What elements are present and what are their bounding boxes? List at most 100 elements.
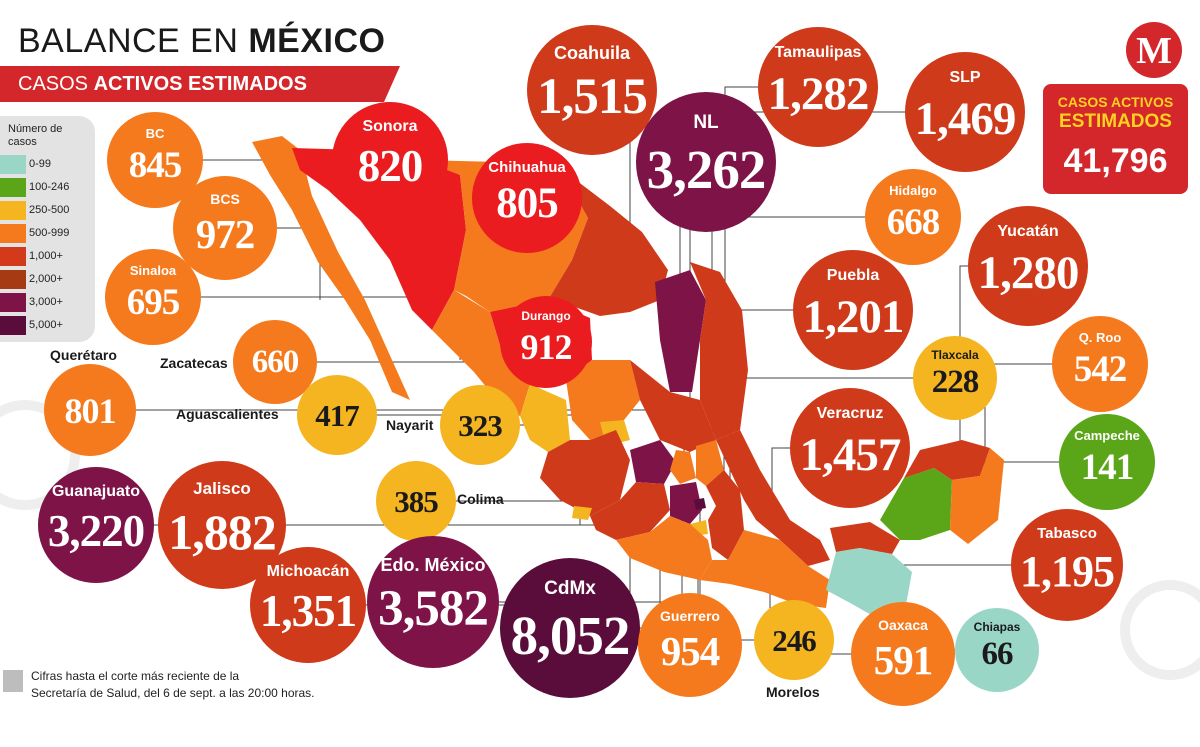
state-name: Oaxaca — [878, 617, 928, 633]
state-name: CdMx — [544, 578, 596, 599]
state-value: 972 — [195, 211, 256, 257]
state-value: 417 — [315, 398, 360, 433]
state-name: BCS — [210, 191, 240, 207]
legend-label: 500-999 — [29, 227, 70, 239]
total-value: 41,796 — [1063, 142, 1168, 180]
state-name: Colima — [457, 491, 504, 507]
region-tabasco — [830, 522, 900, 554]
state-name: Yucatán — [997, 223, 1059, 240]
region-veracruz — [716, 430, 830, 566]
total-label-line2: ESTIMADOS — [1059, 111, 1172, 132]
state-value: 1,515 — [537, 69, 648, 125]
footnote-line1: Cifras hasta el corte más reciente de la — [31, 669, 240, 683]
state-value: 695 — [126, 282, 181, 323]
state-name: Guerrero — [660, 608, 720, 624]
state-value: 385 — [394, 484, 439, 519]
state-name: Guanajuato — [51, 483, 140, 500]
region-quintana-roo — [950, 448, 1004, 544]
state-name: Michoacán — [266, 563, 350, 580]
state-value: 845 — [128, 145, 183, 186]
state-bubble: Sonora 820 — [332, 102, 448, 218]
state-value: 246 — [772, 623, 817, 658]
legend-swatch — [0, 316, 26, 335]
logo-letter: M — [1136, 30, 1172, 72]
state-bubble: Hidalgo 668 — [865, 169, 961, 265]
legend-swatch — [0, 224, 26, 243]
state-bubble: Guerrero 954 — [638, 593, 742, 697]
legend-item: 1,000+ — [0, 247, 92, 266]
state-bubble: Coahuila 1,515 — [527, 25, 657, 155]
region-cdmx — [694, 498, 706, 510]
legend-label: 250-500 — [29, 204, 70, 216]
virus-decoration-icon — [1120, 580, 1200, 680]
region-zacatecas — [566, 360, 640, 440]
state-value: 801 — [64, 391, 117, 431]
state-name: Querétaro — [50, 347, 117, 363]
legend-item: 2,000+ — [0, 270, 92, 289]
state-name: Durango — [521, 309, 571, 323]
legend-swatch — [0, 247, 26, 266]
region-puebla — [706, 470, 744, 560]
footnote-line2: Secretaría de Salud, del 6 de sept. a la… — [31, 686, 315, 700]
state-name: BC — [145, 126, 165, 141]
state-bubble: Puebla 1,201 — [793, 250, 913, 370]
state-name: Morelos — [766, 684, 820, 700]
state-name: Chihuahua — [488, 159, 566, 176]
legend-label: 0-99 — [29, 158, 52, 170]
legend-label: 2,000+ — [29, 273, 63, 285]
subtitle-banner: CASOS ACTIVOS ESTIMADOS — [0, 66, 400, 102]
state-value: 3,262 — [646, 139, 767, 200]
milenio-logo: M — [1126, 22, 1182, 78]
state-value: 1,882 — [168, 504, 277, 560]
state-bubble: Durango 912 — [500, 296, 592, 388]
region-oaxaca — [700, 530, 830, 608]
state-bubble: Yucatán 1,280 — [968, 206, 1088, 326]
legend-item: 500-999 — [0, 224, 92, 243]
region-coahuila — [548, 168, 668, 316]
state-bubble: Chiapas 66 — [955, 608, 1039, 692]
state-name: Aguascalientes — [176, 406, 279, 422]
state-bubble: 801 — [44, 364, 136, 456]
state-bubble: Oaxaca 591 — [851, 602, 955, 706]
state-name: Jalisco — [193, 479, 251, 498]
state-name: Tlaxcala — [931, 348, 979, 362]
region-hidalgo — [696, 440, 724, 486]
state-value: 1,351 — [259, 586, 357, 636]
state-bubble: Chihuahua 805 — [472, 143, 582, 253]
legend-swatch — [0, 155, 26, 174]
state-value: 3,582 — [378, 581, 489, 637]
state-name: SLP — [949, 69, 981, 86]
state-bubble: Campeche 141 — [1059, 414, 1155, 510]
state-value: 954 — [660, 628, 721, 674]
state-value: 820 — [357, 141, 424, 191]
state-name: Veracruz — [816, 405, 884, 422]
state-bubble: BC 845 — [107, 112, 203, 208]
state-bubble: Q. Roo 542 — [1052, 316, 1148, 412]
state-bubble: Tlaxcala 228 — [913, 336, 997, 420]
legend-swatch — [0, 178, 26, 197]
legend-title: Número de casos — [8, 123, 63, 148]
state-value: 912 — [520, 327, 573, 367]
state-bubble: Tabasco 1,195 — [1011, 509, 1123, 621]
region-michoacan — [590, 482, 670, 540]
state-value: 228 — [931, 364, 980, 400]
legend-label: 1,000+ — [29, 250, 63, 262]
virus-decoration-icon — [0, 400, 80, 510]
state-value: 668 — [886, 202, 941, 243]
state-name: Q. Roo — [1078, 330, 1122, 345]
state-value: 8,052 — [510, 605, 631, 666]
state-name: Tamaulipas — [774, 44, 862, 61]
region-chiapas — [826, 548, 912, 620]
state-bubble: BCS 972 — [173, 176, 277, 280]
region-tamaulipas — [690, 262, 748, 440]
state-bubble: 385 — [376, 461, 456, 541]
subtitle-bold: ACTIVOS ESTIMADOS — [93, 73, 307, 95]
region-guerrero — [616, 516, 712, 580]
state-bubble: 417 — [297, 375, 377, 455]
state-bubble: Guanajuato 3,220 — [38, 467, 154, 583]
state-name: Sonora — [362, 118, 418, 135]
state-name: Edo. México — [380, 555, 486, 575]
state-name: Nayarit — [386, 417, 434, 433]
state-bubble: 660 — [233, 320, 317, 404]
state-bubble: CdMx 8,052 — [500, 558, 640, 698]
